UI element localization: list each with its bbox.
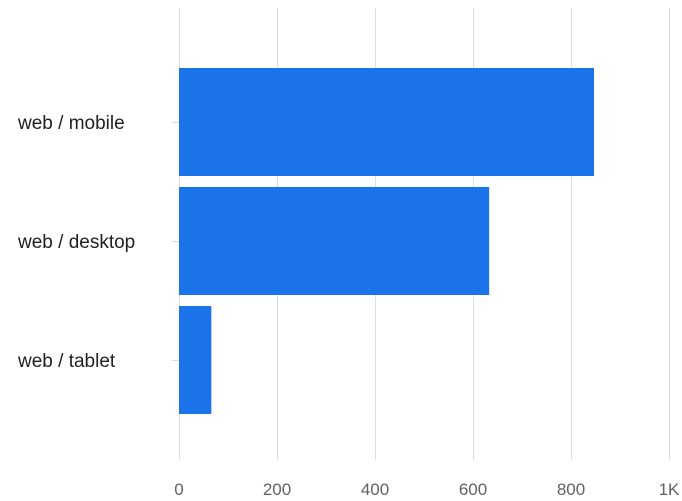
bar-web-desktop — [179, 187, 490, 295]
x-tick-label-0: 0 — [174, 480, 183, 499]
bar-web-tablet — [179, 306, 212, 414]
x-tick-label-layer: 0 200 400 600 800 1K — [174, 480, 680, 499]
bar-layer — [179, 68, 595, 414]
category-label-web-mobile: web / mobile — [17, 113, 125, 134]
x-tick-label-400: 400 — [361, 480, 389, 499]
category-label-web-desktop: web / desktop — [17, 232, 135, 253]
bar-web-mobile — [179, 68, 595, 176]
category-label-layer: web / mobile web / desktop web / tablet — [17, 113, 135, 372]
x-tick-label-600: 600 — [459, 480, 487, 499]
x-tick-label-800: 800 — [557, 480, 585, 499]
x-tick-label-200: 200 — [263, 480, 291, 499]
category-label-web-tablet: web / tablet — [17, 351, 116, 372]
x-tick-label-1k: 1K — [659, 480, 680, 499]
